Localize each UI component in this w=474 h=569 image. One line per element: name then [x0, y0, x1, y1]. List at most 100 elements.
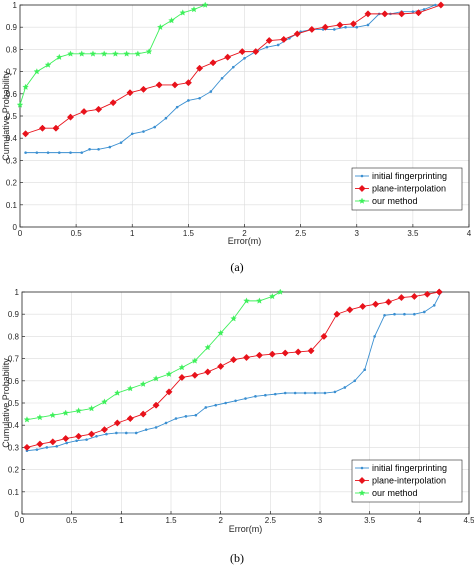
- y-tick-label: 0.2: [6, 179, 18, 188]
- y-tick-label: 0.8: [6, 45, 18, 54]
- x-tick-label: 1.5: [183, 229, 195, 238]
- data-point: [142, 130, 145, 133]
- series-2: [16, 1, 209, 108]
- data-point: [109, 99, 117, 107]
- data-point: [423, 290, 431, 298]
- data-point: [366, 23, 370, 27]
- data-point: [178, 373, 186, 382]
- data-point: [294, 348, 302, 356]
- data-point: [127, 385, 134, 392]
- data-point: [224, 53, 232, 61]
- x-axis-label: Error(m): [229, 524, 263, 534]
- data-point: [393, 312, 396, 316]
- y-tick-label: 0.7: [8, 355, 20, 364]
- data-point: [413, 312, 416, 316]
- data-point: [373, 335, 376, 338]
- data-point: [66, 113, 75, 121]
- x-tick-label: 3.5: [407, 229, 419, 238]
- chart-panel-a: 0 0.5 1 1.5 2 2.5 3 3.5 4 0 0.1 0.2 0.3 0.4 0.5 0.6 0.7 0…: [1, 1, 472, 274]
- data-point: [36, 440, 44, 448]
- x-axis-label: Error(m): [228, 236, 262, 246]
- data-point: [363, 368, 367, 372]
- chart-panel-b: 0 0.5 1 1.5 2 2.5 3 3.5 4 4.5 0 0.1 0.2 0.3 0.4 0.5 0.6 0…: [1, 288, 474, 565]
- data-point: [153, 125, 156, 129]
- data-point: [381, 10, 389, 18]
- data-point: [46, 151, 50, 154]
- y-tick-label: 0.5: [6, 112, 18, 121]
- data-point: [230, 315, 237, 322]
- legend-box: [351, 459, 463, 503]
- legend-entry: our method: [372, 488, 418, 498]
- data-point: [372, 300, 380, 308]
- legend-marker: [358, 489, 366, 496]
- data-point: [349, 20, 357, 28]
- data-point: [52, 124, 60, 132]
- data-point: [364, 10, 372, 18]
- data-point: [45, 446, 49, 449]
- series-2: [23, 288, 284, 423]
- data-point: [204, 406, 208, 409]
- data-point: [276, 43, 280, 47]
- data-point: [191, 357, 199, 364]
- y-tick-label: 0.6: [6, 90, 18, 99]
- legend-entry: plane-interpolation: [372, 184, 446, 194]
- legend-marker: [360, 174, 364, 178]
- data-point: [139, 380, 147, 387]
- data-point: [100, 50, 108, 57]
- x-tick-label: 3.5: [364, 516, 376, 525]
- x-tick-label: 2: [242, 229, 247, 238]
- data-point: [62, 434, 70, 443]
- x-tick-label: 0: [18, 229, 23, 238]
- data-point: [126, 414, 134, 423]
- data-point: [313, 391, 317, 395]
- data-point: [36, 414, 44, 421]
- data-point: [80, 108, 88, 116]
- data-point: [274, 392, 277, 396]
- data-point: [230, 356, 238, 364]
- x-tick-label: 2: [218, 516, 223, 525]
- x-tick-label: 2.5: [265, 516, 277, 525]
- y-tick-label: 0.4: [8, 421, 20, 430]
- data-point: [87, 430, 96, 438]
- data-point: [355, 25, 359, 29]
- data-point: [256, 297, 263, 304]
- data-point: [171, 81, 179, 89]
- data-point: [384, 298, 393, 306]
- data-point: [165, 388, 173, 396]
- data-point: [164, 421, 168, 425]
- legend-entry: initial fingerprinting: [372, 171, 447, 181]
- data-point: [243, 56, 246, 60]
- series-1: [22, 1, 445, 138]
- data-point: [283, 391, 287, 395]
- legend-marker: [358, 476, 366, 485]
- x-tick-label: 0: [20, 516, 25, 525]
- legend-entry: initial fingerprinting: [372, 463, 447, 473]
- data-point: [209, 59, 217, 67]
- data-point: [198, 96, 201, 100]
- data-point: [139, 85, 148, 93]
- x-tick-label: 4: [467, 229, 472, 238]
- data-point: [69, 151, 72, 154]
- data-point: [336, 21, 344, 29]
- legend: initial fingerprinting plane-interpolatio…: [351, 459, 463, 503]
- data-point: [397, 293, 406, 302]
- y-tick-label: 0: [15, 510, 20, 519]
- data-point: [23, 443, 31, 451]
- data-point: [187, 99, 190, 102]
- data-point: [80, 151, 84, 154]
- data-point: [303, 391, 307, 395]
- data-point: [217, 362, 225, 370]
- data-point: [346, 306, 354, 314]
- data-point: [55, 444, 59, 448]
- data-point: [252, 48, 260, 56]
- data-point: [281, 349, 289, 357]
- data-point: [293, 391, 297, 395]
- data-point: [333, 28, 336, 31]
- legend-marker: [358, 197, 366, 204]
- data-point: [269, 293, 276, 300]
- data-point: [383, 314, 386, 317]
- data-point: [280, 35, 288, 43]
- data-point: [65, 441, 68, 445]
- legend-box: [351, 167, 463, 211]
- data-point: [174, 417, 178, 420]
